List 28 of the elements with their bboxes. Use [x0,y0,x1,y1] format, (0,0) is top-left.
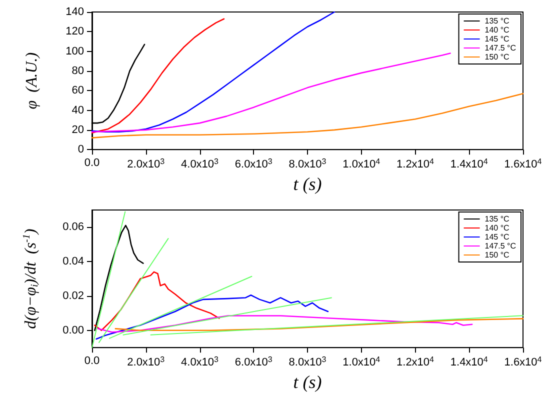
legend-label: 145 °C [484,232,510,242]
legend-label: 150 °C [484,52,510,62]
y-tick-label: 0.06 [62,221,84,234]
y-tick-label: 60 [72,84,84,97]
legend-label: 140 °C [484,224,510,232]
legend-label: 147.5 °C [484,44,516,52]
x-tick-label: 0.0 [84,157,100,170]
x-axis-title: t (s) [293,372,322,392]
x-axis-title: t (s) [293,174,322,194]
legend-label: 150 °C [484,250,510,260]
y-tick-label: 20 [72,124,84,136]
y-tick-label: 0.00 [62,324,84,336]
legend-label: 135 °C [484,16,510,26]
legend-label: 135 °C [484,214,510,224]
y-tick-label: 80 [72,64,84,77]
y-tick-label: 0 [78,144,84,156]
y-tick-label: 140 [66,6,84,18]
legend-label: 145 °C [484,34,510,44]
y-tick-label: 0.04 [62,256,84,268]
x-tick-label: 0.0 [84,355,100,368]
y-tick-label: 100 [66,45,84,58]
legend-label: 140 °C [484,26,510,34]
y-tick-label: 40 [72,104,84,116]
y-axis-title: φ (A.U.) [24,52,40,110]
y-tick-label: 0.02 [62,290,84,302]
y-tick-label: 120 [66,26,84,38]
legend-label: 147.5 °C [484,242,516,250]
y-axis-title: d(φ−φi)/dt (s-1) [22,228,40,329]
